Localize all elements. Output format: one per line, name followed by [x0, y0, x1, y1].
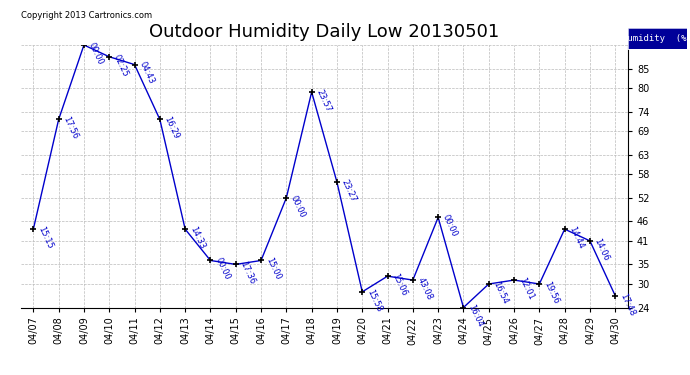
Text: 00:00: 00:00: [87, 41, 105, 66]
Text: 17:48: 17:48: [618, 292, 636, 317]
Text: 04:43: 04:43: [137, 60, 155, 86]
Title: Outdoor Humidity Daily Low 20130501: Outdoor Humidity Daily Low 20130501: [149, 22, 500, 40]
Text: 16:04: 16:04: [466, 303, 484, 329]
Text: Humidity  (%): Humidity (%): [622, 34, 690, 43]
Text: 14:06: 14:06: [593, 237, 611, 262]
Text: 14:33: 14:33: [188, 225, 206, 251]
Text: 16:54: 16:54: [491, 280, 510, 305]
Text: 15:06: 15:06: [391, 272, 408, 297]
Text: 14:44: 14:44: [567, 225, 586, 250]
Text: 15:58: 15:58: [365, 288, 383, 313]
Text: 00:00: 00:00: [213, 256, 231, 282]
Text: 16:29: 16:29: [163, 115, 181, 141]
Text: 02:25: 02:25: [112, 53, 130, 78]
Text: 17:56: 17:56: [61, 115, 80, 141]
Text: 15:15: 15:15: [36, 225, 55, 250]
Text: 23:27: 23:27: [339, 178, 358, 204]
Text: 19:56: 19:56: [542, 280, 560, 305]
Text: 00:00: 00:00: [441, 213, 459, 238]
Text: Copyright 2013 Cartronics.com: Copyright 2013 Cartronics.com: [21, 11, 152, 20]
Text: 15:00: 15:00: [264, 256, 282, 282]
Text: 23:57: 23:57: [315, 88, 333, 113]
Text: 00:00: 00:00: [289, 194, 307, 219]
Text: 17:36: 17:36: [239, 260, 257, 286]
Text: 12:01: 12:01: [517, 276, 535, 301]
Text: 43:08: 43:08: [415, 276, 434, 302]
